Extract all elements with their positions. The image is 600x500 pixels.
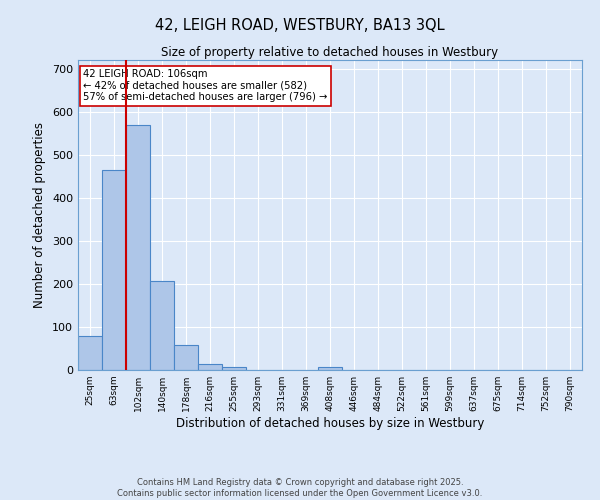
Bar: [318, 368, 342, 370]
Text: 42 LEIGH ROAD: 106sqm
← 42% of detached houses are smaller (582)
57% of semi-det: 42 LEIGH ROAD: 106sqm ← 42% of detached …: [83, 70, 328, 102]
Text: Contains HM Land Registry data © Crown copyright and database right 2025.
Contai: Contains HM Land Registry data © Crown c…: [118, 478, 482, 498]
X-axis label: Distribution of detached houses by size in Westbury: Distribution of detached houses by size …: [176, 417, 484, 430]
Text: 42, LEIGH ROAD, WESTBURY, BA13 3QL: 42, LEIGH ROAD, WESTBURY, BA13 3QL: [155, 18, 445, 32]
Bar: [222, 366, 246, 370]
Bar: [102, 170, 126, 370]
Bar: [150, 281, 174, 370]
Title: Size of property relative to detached houses in Westbury: Size of property relative to detached ho…: [161, 46, 499, 59]
Y-axis label: Number of detached properties: Number of detached properties: [34, 122, 46, 308]
Bar: [126, 124, 150, 370]
Bar: [78, 336, 102, 370]
Bar: [198, 364, 222, 370]
Bar: [174, 346, 198, 370]
